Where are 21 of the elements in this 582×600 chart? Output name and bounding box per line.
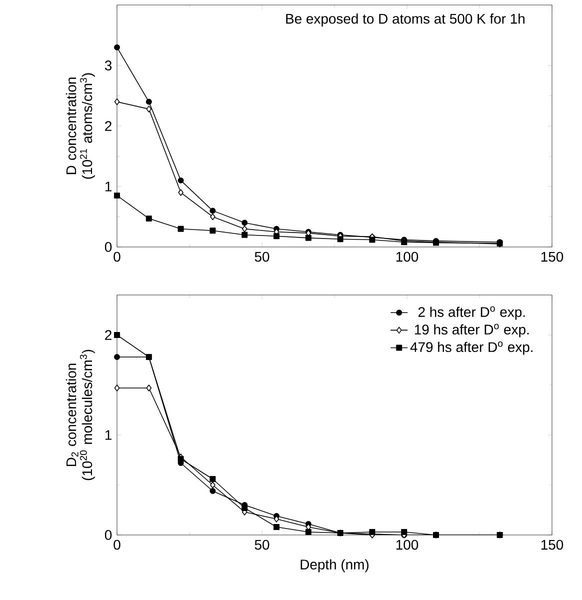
x-axis-title: Depth (nm) [300,559,368,572]
y-tick-label: 2 [105,330,112,340]
y-tick-label: 2 [105,121,112,131]
x-tick-label: 50 [254,540,270,550]
y-tick-label: 1 [105,430,112,440]
y-axis-title: D$_{2}$ concentration (10$^{20}$ molecules/cm$^{3}$) [66,350,95,480]
y-tick-label: 0 [104,530,112,540]
y-tick-label: 3 [104,60,112,70]
y-tick-label: 1 [105,182,112,192]
y-tick-label: 0 [104,242,112,252]
x-tick-label: 100 [396,540,418,550]
legend-label: 479 hs after D$^{o}$ exp. [410,341,532,355]
x-tick-label: 150 [541,540,564,550]
x-tick-label: 0 [114,540,120,550]
legend-label: 2 hs after D$^{o}$ exp. [418,306,525,320]
x-tick-label: 150 [541,252,564,262]
x-tick-label: 0 [114,252,120,262]
annotation: Be exposed to D atoms at 500 K for 1h [286,13,524,26]
x-tick-label: 100 [396,252,418,262]
x-tick-label: 50 [254,252,270,262]
legend-label: 19 hs after D$^{o}$ exp. [414,324,529,338]
